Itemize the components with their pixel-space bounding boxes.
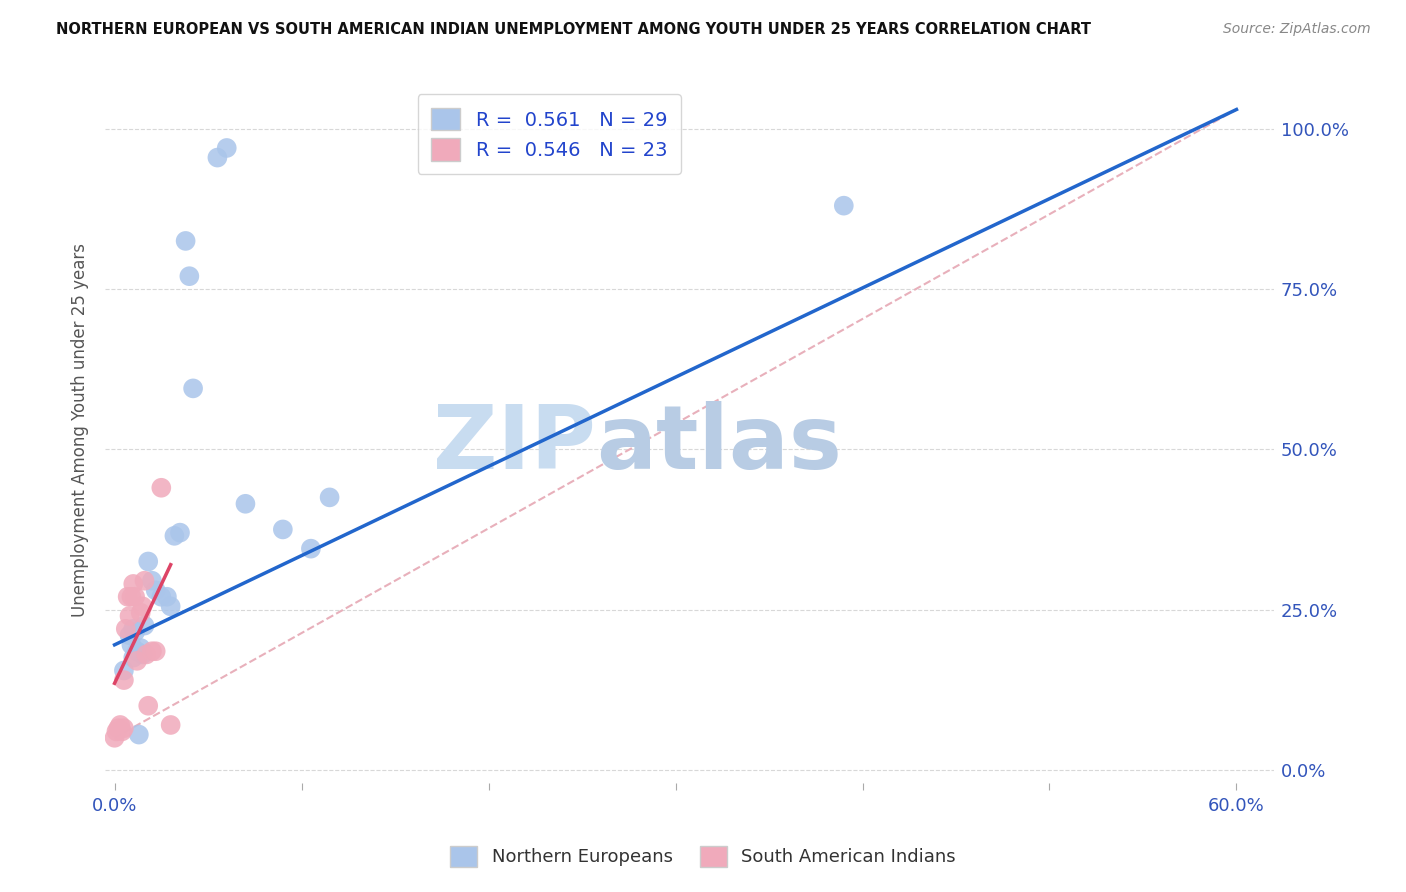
Point: [112, 721, 135, 735]
Point: [136, 554, 159, 568]
Point: [159, 718, 181, 732]
Point: [150, 590, 173, 604]
Point: [141, 644, 163, 658]
Point: [318, 491, 340, 505]
Point: [299, 541, 322, 556]
Point: [207, 151, 229, 165]
Point: [131, 648, 153, 662]
Point: [103, 731, 125, 745]
Point: [120, 638, 142, 652]
Point: [135, 648, 157, 662]
Point: [215, 141, 238, 155]
Point: [134, 618, 156, 632]
Point: [128, 728, 150, 742]
Point: [136, 698, 159, 713]
Point: [124, 590, 146, 604]
Point: [159, 599, 181, 614]
Point: [141, 574, 163, 588]
Point: [114, 622, 136, 636]
Point: [112, 673, 135, 687]
Point: [181, 381, 204, 395]
Point: [145, 644, 167, 658]
Point: [122, 650, 145, 665]
Point: [105, 724, 128, 739]
Point: [179, 269, 201, 284]
Point: [118, 628, 141, 642]
Point: [124, 625, 146, 640]
Point: [131, 599, 153, 614]
Point: [107, 721, 129, 735]
Point: [129, 606, 152, 620]
Point: [118, 609, 141, 624]
Point: [117, 590, 139, 604]
Legend: Northern Europeans, South American Indians: Northern Europeans, South American India…: [443, 838, 963, 874]
Point: [120, 590, 142, 604]
Text: NORTHERN EUROPEAN VS SOUTH AMERICAN INDIAN UNEMPLOYMENT AMONG YOUTH UNDER 25 YEA: NORTHERN EUROPEAN VS SOUTH AMERICAN INDI…: [56, 22, 1091, 37]
Point: [145, 583, 167, 598]
Y-axis label: Unemployment Among Youth under 25 years: Unemployment Among Youth under 25 years: [72, 243, 89, 617]
Text: Source: ZipAtlas.com: Source: ZipAtlas.com: [1223, 22, 1371, 37]
Point: [235, 497, 257, 511]
Point: [122, 622, 145, 636]
Text: ZIP: ZIP: [433, 401, 596, 488]
Point: [125, 644, 148, 658]
Point: [271, 523, 294, 537]
Point: [108, 718, 131, 732]
Legend: R =  0.561   N = 29, R =  0.546   N = 23: R = 0.561 N = 29, R = 0.546 N = 23: [418, 95, 681, 174]
Point: [111, 724, 134, 739]
Point: [174, 234, 197, 248]
Point: [125, 654, 148, 668]
Point: [122, 577, 145, 591]
Point: [129, 640, 152, 655]
Point: [156, 590, 179, 604]
Point: [832, 199, 855, 213]
Point: [150, 481, 173, 495]
Point: [163, 529, 186, 543]
Point: [112, 664, 135, 678]
Point: [134, 574, 156, 588]
Text: atlas: atlas: [596, 401, 842, 488]
Point: [169, 525, 191, 540]
